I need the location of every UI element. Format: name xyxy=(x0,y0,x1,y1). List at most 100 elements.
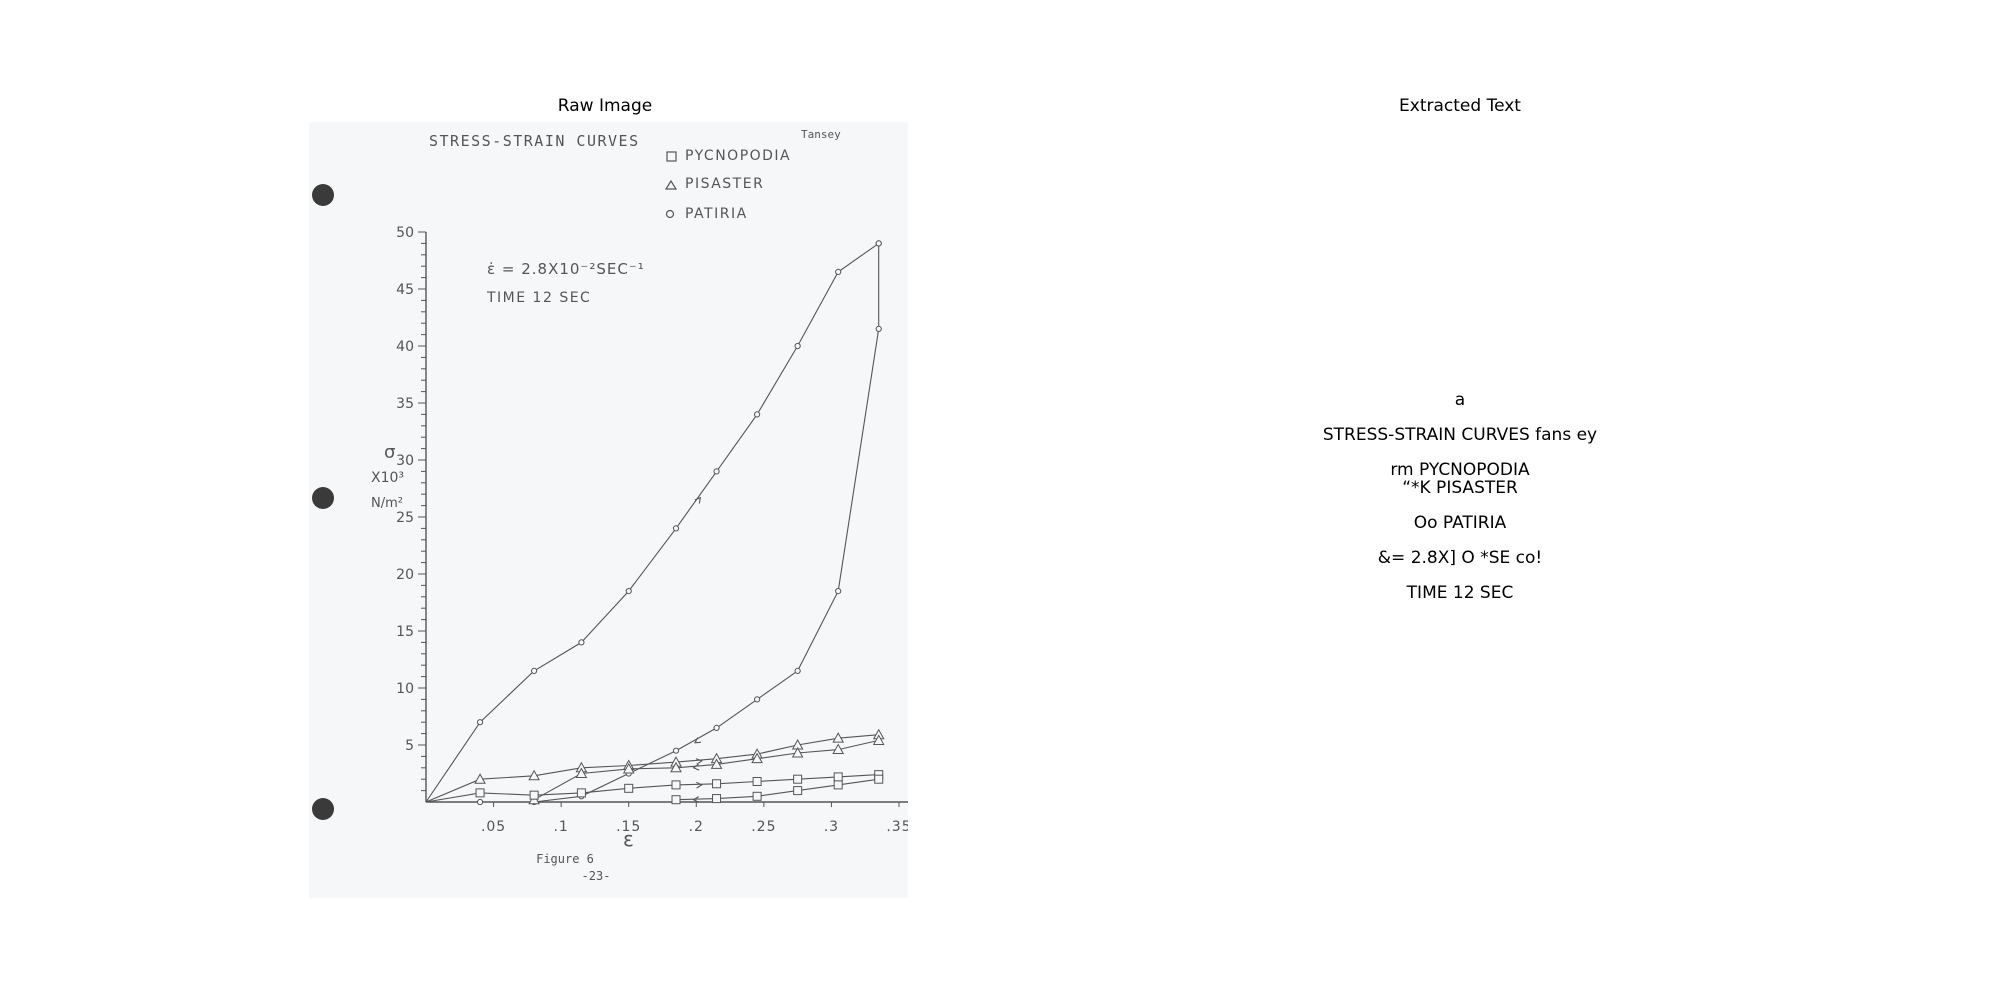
data-point-pisaster xyxy=(622,762,635,774)
data-point-pycnopodia xyxy=(529,790,539,800)
data-point-pycnopodia xyxy=(874,774,884,784)
data-point-pycnopodia xyxy=(793,786,803,796)
x-tick-label: .15 xyxy=(616,819,641,835)
data-point-patiria xyxy=(476,798,484,806)
data-point-patiria xyxy=(875,240,882,247)
y-axis-label-sigma: σ xyxy=(384,442,395,463)
data-point-patiria xyxy=(672,525,680,532)
time-annotation: TIME 12 SEC xyxy=(486,290,591,306)
y-axis-label-scale: X10³ xyxy=(371,470,404,486)
data-point-pisaster xyxy=(474,773,486,784)
data-point-patiria xyxy=(835,588,842,595)
data-point-pisaster xyxy=(872,734,885,745)
data-point-patiria xyxy=(754,696,761,703)
extracted-text-block: a STRESS-STRAIN CURVES fans ey rm PYCNOP… xyxy=(1260,391,1660,602)
y-tick-label: 5 xyxy=(405,738,414,754)
data-point-patiria xyxy=(578,639,585,646)
raw-image-title: Raw Image xyxy=(557,96,653,116)
document-scan: STRESS-STRAIN CURVES Tansey PYCNOPODIA P… xyxy=(371,128,908,883)
data-point-pycnopodia xyxy=(671,795,681,805)
y-tick-label: 10 xyxy=(396,681,414,697)
document-title: STRESS-STRAIN CURVES xyxy=(429,132,640,150)
x-tick-label: .1 xyxy=(553,819,568,835)
x-tick-label: .3 xyxy=(824,819,839,835)
data-point-pisaster xyxy=(670,761,682,773)
data-point-patiria xyxy=(835,268,842,275)
stress-strain-chart: 5 10 15 20 25 30 35 40 45 50 .05 .1 .15 .2 .25 .3 .35 xyxy=(396,225,908,835)
x-axis-label-epsilon: ε xyxy=(623,827,634,851)
data-point-pisaster xyxy=(751,752,763,764)
data-point-pisaster xyxy=(832,743,845,755)
ocr-line: &= 2.8X] O *SE co! xyxy=(1377,548,1543,568)
ocr-line: “*K PISASTER xyxy=(1402,478,1518,498)
strain-rate-annotation: ε̇ = 2.8X10⁻²SEC⁻¹ xyxy=(487,260,645,278)
data-point-pycnopodia xyxy=(624,783,634,793)
data-point-patiria xyxy=(625,588,632,595)
data-point-pycnopodia xyxy=(576,788,586,798)
raw-image-panel: STRESS-STRAIN CURVES Tansey PYCNOPODIA P… xyxy=(309,122,908,898)
x-tick-label: .25 xyxy=(751,819,776,835)
loading-arrow-icon xyxy=(696,781,703,789)
figure-caption: Figure 6 xyxy=(536,852,594,866)
data-point-pycnopodia xyxy=(671,780,681,790)
data-point-patiria xyxy=(875,325,882,332)
page-number: -23- xyxy=(582,869,611,883)
y-tick-label: 25 xyxy=(396,510,414,526)
legend-circle-icon xyxy=(665,209,675,219)
data-point-pycnopodia xyxy=(712,794,722,804)
x-tick-label: .05 xyxy=(481,819,506,835)
data-point-pisaster xyxy=(575,767,588,778)
x-tick-label: .35 xyxy=(886,819,908,835)
data-point-pycnopodia xyxy=(752,776,762,786)
x-tick-label: .2 xyxy=(689,819,704,835)
y-tick-label: 20 xyxy=(396,567,414,583)
document-author: Tansey xyxy=(801,128,841,141)
y-axis-label-unit: N/m² xyxy=(371,496,403,511)
legend-triangle-icon xyxy=(664,179,678,190)
legend-label-pisaster: PISASTER xyxy=(685,176,764,192)
unloading-arrow-icon xyxy=(692,763,700,771)
data-point-patiria xyxy=(476,719,484,726)
data-point-pycnopodia xyxy=(475,788,485,798)
legend-label-pycnopodia: PYCNOPODIA xyxy=(685,148,791,164)
data-point-pycnopodia xyxy=(793,774,803,784)
binder-hole-bottom xyxy=(312,798,334,820)
unloading-arrow-icon xyxy=(693,737,701,744)
series-line-pycnopodia-unloading xyxy=(675,778,879,801)
unloading-arrow-icon xyxy=(692,796,700,803)
data-point-pycnopodia xyxy=(833,780,843,790)
binder-hole-top xyxy=(312,184,334,206)
data-point-patiria xyxy=(794,667,801,675)
ocr-line: a xyxy=(1454,390,1466,410)
ocr-line: STRESS-STRAIN CURVES fans ey xyxy=(1322,425,1598,445)
y-tick-label: 50 xyxy=(396,225,414,241)
data-point-patiria xyxy=(713,724,720,732)
data-point-pisaster xyxy=(832,732,845,743)
data-point-pisaster xyxy=(528,769,540,781)
data-point-patiria xyxy=(754,411,761,418)
data-point-pycnopodia xyxy=(833,772,843,782)
legend: PYCNOPODIA PISASTER PATIRIA xyxy=(664,148,791,222)
data-point-patiria xyxy=(794,342,801,350)
y-tick-label: 30 xyxy=(396,453,414,469)
y-tick-label: 45 xyxy=(396,282,414,298)
ocr-line: Oo PATIRIA xyxy=(1413,513,1507,533)
binder-hole-middle xyxy=(312,487,334,509)
legend-label-patiria: PATIRIA xyxy=(685,206,748,222)
data-point-pisaster xyxy=(710,758,723,769)
data-point-patiria xyxy=(713,468,720,475)
ocr-line: TIME 12 SEC xyxy=(1406,583,1514,603)
data-point-pycnopodia xyxy=(712,779,722,789)
y-tick-label: 35 xyxy=(396,396,414,412)
data-point-pisaster xyxy=(791,746,804,758)
data-point-patiria xyxy=(531,667,538,675)
loading-arrow-icon xyxy=(695,758,703,765)
series-line-patiria-loading xyxy=(425,242,880,803)
extracted-text-title: Extracted Text xyxy=(1399,96,1521,116)
y-tick-label: 40 xyxy=(396,339,414,355)
loading-arrow-icon xyxy=(694,496,702,504)
legend-square-icon xyxy=(666,151,677,162)
data-point-patiria xyxy=(672,747,680,754)
data-point-pycnopodia xyxy=(752,791,762,801)
y-tick-label: 15 xyxy=(396,624,414,640)
